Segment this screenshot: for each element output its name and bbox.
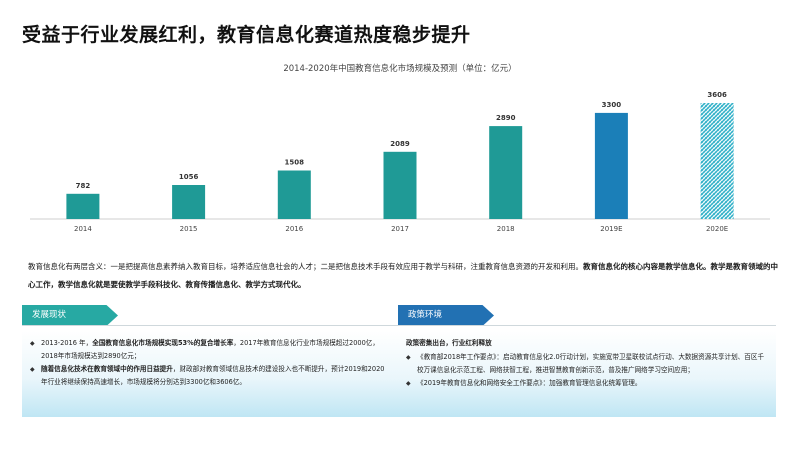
data-label-2017: 2089	[390, 140, 410, 148]
data-label-2020E: 3606	[707, 91, 727, 99]
bar-2018	[489, 126, 523, 219]
data-label-2016: 1508	[285, 159, 305, 167]
bar-2017	[383, 151, 417, 219]
x-tick-label-2018: 2018	[497, 225, 515, 233]
list-item: 随着信息化技术在教育领域中的作用日益提升，财政部对教育领域信息技术的建设投入也不…	[30, 363, 390, 389]
list-item: 《2019年教育信息化和网络安全工作要点》：加强教育管理信息化统筹管理。	[406, 377, 766, 390]
item-emphasis: 全国教育信息化市场规模实现53%的复合增长率	[92, 339, 234, 347]
definition-highlight-core: 教育信息化的核心内容是教学信息化。	[583, 262, 711, 271]
bar-2020E	[700, 103, 734, 219]
item-text: ，财政部对教育领域信息技术的建设投入也不断提升，预计2019和2020年行业将继…	[41, 365, 385, 386]
list-item: 《教育部2018年工作要点》：启动教育信息化2.0行动计划，实施宽带卫星联校试点…	[406, 351, 766, 377]
data-label-2019E: 3300	[602, 101, 622, 109]
policy-environment-panel: 政策环境 政策密集出台，行业红利释放 《教育部2018年工作要点》：启动教育信息…	[398, 305, 776, 417]
chart-title: 2014-2020年中国教育信息化市场规模及预测（单位：亿元）	[283, 64, 517, 74]
item-text: 2013-2016 年，	[41, 339, 93, 347]
policy-environment-body: 政策密集出台，行业红利释放 《教育部2018年工作要点》：启动教育信息化2.0行…	[398, 331, 776, 417]
page-title: 受益于行业发展红利，教育信息化赛道热度稳步提升	[22, 24, 471, 46]
bar-2015	[172, 185, 206, 219]
definition-middle: 教学是教育领域的中心工作，教学信息化就是要使教学手段科技化、教育传播信息化、	[28, 262, 778, 289]
definition-text: 教育信息化有两层含义：一是把提高信息素养纳入教育目标，培养适应信息社会的人才；二…	[28, 258, 780, 294]
development-status-panel: 发展现状 2013-2016 年，全国教育信息化市场规模实现53%的复合增长率，…	[22, 305, 400, 417]
divider	[22, 325, 400, 326]
x-tick-label-2017: 2017	[391, 225, 409, 233]
tab-development-status: 发展现状	[22, 305, 118, 326]
list-item: 2013-2016 年，全国教育信息化市场规模实现53%的复合增长率，2017年…	[30, 337, 390, 363]
x-tick-label-2014: 2014	[74, 225, 92, 233]
x-tick-label-2019E: 2019E	[600, 225, 622, 233]
policy-heading: 政策密集出台，行业红利释放	[406, 339, 492, 347]
divider	[398, 325, 776, 326]
data-label-2018: 2890	[496, 114, 516, 122]
x-tick-label-2015: 2015	[180, 225, 198, 233]
x-tick-label-2016: 2016	[285, 225, 303, 233]
x-tick-label-2020E: 2020E	[706, 225, 728, 233]
definition-intro: 教育信息化有两层含义：一是把提高信息素养纳入教育目标，培养适应信息社会的人才；二…	[28, 262, 583, 271]
bar-2016	[277, 170, 311, 219]
item-emphasis: 随着信息化技术在教育领域中的作用日益提升	[41, 365, 173, 373]
development-status-body: 2013-2016 年，全国教育信息化市场规模实现53%的复合增长率，2017年…	[22, 331, 400, 417]
definition-highlight-modern: 教学方式现代化。	[245, 280, 306, 289]
data-label-2014: 782	[76, 182, 91, 190]
data-label-2015: 1056	[179, 173, 199, 181]
bar-2014	[66, 193, 100, 219]
item-text: ，2017年教育信息化行业市场规模超过2000亿，2018年市场规模达到2890…	[41, 339, 379, 360]
tab-policy-environment: 政策环境	[398, 305, 494, 326]
bar-chart: 782 2014 1056 2015 1508 2016 2089 2017 2890 2018 3…	[30, 91, 770, 233]
bar-2019E	[594, 112, 628, 219]
